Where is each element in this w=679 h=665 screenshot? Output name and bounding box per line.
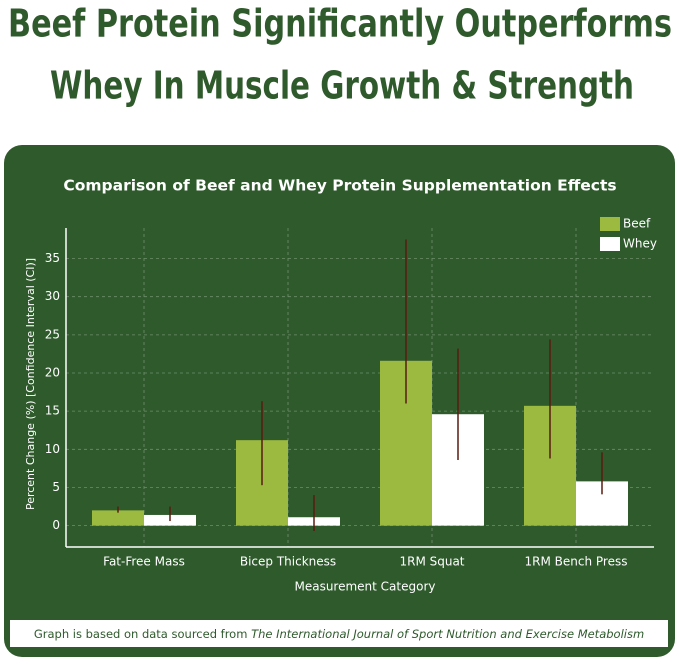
footnote-box (10, 620, 668, 647)
legend-label: Beef (623, 217, 651, 231)
y-axis-label: Percent Change (%) [Confidence Interval … (24, 258, 37, 510)
footnote: Graph is based on data sourced from The … (34, 627, 644, 641)
y-tick-label: 5 (52, 480, 60, 494)
legend-label: Whey (623, 237, 657, 251)
panel (4, 145, 675, 657)
y-tick-label: 35 (45, 251, 60, 265)
legend-swatch (600, 217, 620, 231)
x-tick-label: Fat-Free Mass (103, 555, 185, 569)
y-tick-label: 10 (45, 442, 60, 456)
headline: Beef Protein Significantly Outperforms (8, 2, 672, 46)
y-tick-label: 30 (45, 289, 60, 303)
y-tick-label: 25 (45, 327, 60, 341)
x-tick-label: 1RM Squat (399, 555, 464, 569)
plot: 0 5 10 15 20 25 30 35 Fat-Free Mass Bicep Thickne… (45, 217, 657, 569)
x-tick-label: Bicep Thickness (240, 555, 336, 569)
footnote-source: The International Journal of Sport Nutri… (251, 627, 644, 641)
y-tick-label: 0 (52, 518, 60, 532)
bar (92, 510, 144, 526)
y-tick-label: 15 (45, 404, 60, 418)
headline: Whey In Muscle Growth & Strength (50, 64, 634, 108)
chart-title: Comparison of Beef and Whey Protein Supp… (63, 177, 616, 195)
footnote-text: Graph is based on data sourced from (34, 627, 248, 641)
x-axis-label: Measurement Category (294, 580, 435, 594)
y-tick-label: 20 (45, 366, 60, 380)
x-tick-label: 1RM Bench Press (525, 555, 628, 569)
legend-swatch (600, 237, 620, 251)
